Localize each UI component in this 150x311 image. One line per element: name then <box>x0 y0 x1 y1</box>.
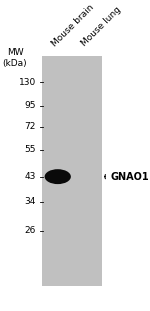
Text: 72: 72 <box>25 122 36 131</box>
Text: 34: 34 <box>25 197 36 206</box>
Text: 95: 95 <box>24 101 36 110</box>
Text: 55: 55 <box>24 146 36 154</box>
Text: MW
(kDa): MW (kDa) <box>3 48 27 67</box>
Ellipse shape <box>45 169 71 184</box>
Ellipse shape <box>49 172 66 182</box>
Text: Mouse lung: Mouse lung <box>80 5 123 48</box>
Text: Mouse brain: Mouse brain <box>50 2 96 48</box>
Text: 26: 26 <box>25 226 36 235</box>
Text: 43: 43 <box>25 172 36 181</box>
Ellipse shape <box>47 170 69 183</box>
Text: GNAO1: GNAO1 <box>110 172 149 182</box>
Text: 130: 130 <box>19 78 36 87</box>
Bar <box>42 56 102 286</box>
